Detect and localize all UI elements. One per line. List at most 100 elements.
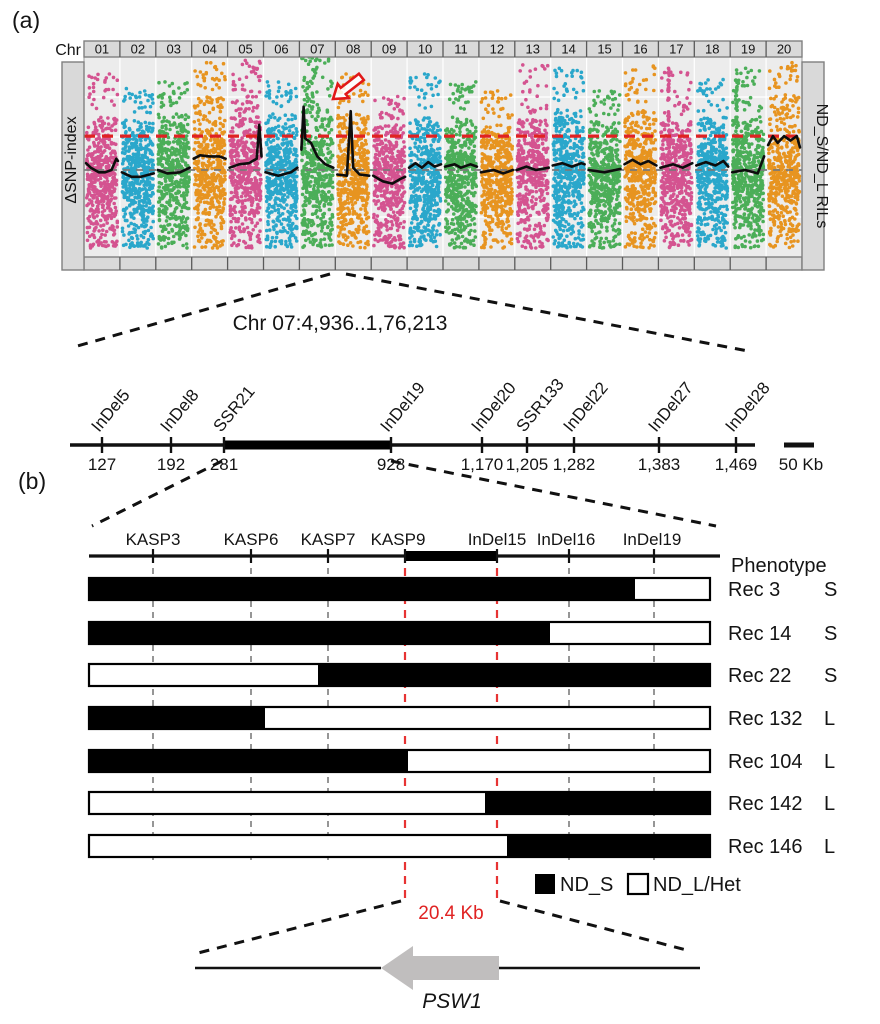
genotype-segment-ND_L — [265, 707, 710, 729]
trend-line-chr-05 — [228, 123, 263, 169]
chromosome-strip-label: 10 — [418, 42, 432, 57]
map-marker-position: 1,383 — [638, 455, 681, 474]
row-name: Rec 146 — [728, 836, 803, 858]
row-border — [87, 662, 712, 688]
snp-index-plot: 01 02 03 04 05 06 07 08 09 10 11 12 13 14 15 16 17 18 19 20 — [61, 40, 825, 271]
snp-points-chr-17 — [659, 66, 694, 250]
recombinant-row: Rec 104 L — [87, 748, 835, 774]
snp-points-chr-03 — [156, 80, 191, 250]
genotype-segment-ND_S — [485, 792, 710, 814]
recombinant-row: Rec 3 S — [87, 576, 837, 602]
legend-swatch-nd-s — [535, 874, 555, 894]
recombinant-row: Rec 142 L — [87, 790, 835, 816]
genotype-segment-ND_S — [507, 835, 710, 857]
right-axis-strip — [801, 61, 825, 271]
genotype-segment-ND_L — [89, 664, 318, 686]
legend-swatch-nd-l — [626, 872, 650, 896]
map-marker-position: 127 — [88, 455, 116, 474]
chr-axis-title: Chr — [55, 42, 81, 59]
row-phenotype: L — [824, 708, 835, 730]
trend-line-chr-20 — [766, 134, 802, 149]
trend-line-chr-18 — [694, 159, 730, 168]
b-marker-label: InDel15 — [468, 530, 527, 549]
chromosome-strip-label: 11 — [454, 42, 468, 57]
trend-line-chr-11 — [443, 163, 479, 169]
recombinant-row: Rec 146 L — [87, 833, 835, 859]
row-phenotype: S — [824, 665, 837, 687]
gene-name: PSW1 — [422, 990, 482, 1013]
map-marker-position: 1,469 — [715, 455, 758, 474]
gene-model: PSW1 — [195, 946, 700, 1013]
trend-line-chr-14 — [551, 161, 586, 168]
row-name: Rec 14 — [728, 623, 791, 645]
snp-points-chr-11 — [443, 80, 479, 250]
right-axis-label: ND_S/ND_L RILs — [813, 104, 830, 229]
trend-line-chr-03 — [156, 166, 191, 175]
trend-line-chr-12 — [479, 168, 515, 175]
trend-line-chr-15 — [587, 167, 622, 174]
trend-line-chr-13 — [515, 165, 551, 172]
b-marker-label: InDel19 — [623, 530, 682, 549]
left-axis-strip — [61, 61, 85, 271]
snp-points-chr-01 — [85, 72, 120, 250]
row-phenotype: L — [824, 751, 835, 773]
trend-line-chr-06 — [264, 166, 299, 177]
region-marker-map: InDel5 127 InDel8 192 SSR21 281 InDel19 928 InDe… — [70, 375, 823, 474]
trend-line-chr-17 — [659, 161, 694, 169]
chromosome-strip-label: 16 — [633, 42, 647, 57]
snp-points-chr-14 — [551, 66, 586, 250]
trend-line-chr-10 — [407, 160, 443, 169]
trend-line-chr-04 — [192, 154, 227, 160]
trend-line-chr-09 — [371, 174, 407, 185]
b-marker-label: KASP6 — [224, 530, 279, 549]
panel-a-label: (a) — [12, 7, 40, 33]
genotype-segment-ND_S — [318, 664, 710, 686]
chromosome-strip-label: 19 — [741, 42, 755, 57]
b-highlight-segment — [405, 551, 497, 561]
connector-a-map-right — [345, 272, 749, 353]
connector-map-b-left — [91, 459, 223, 528]
chromosome-strip-label: 14 — [561, 42, 575, 57]
chromosome-strip-label: 03 — [167, 42, 181, 57]
snp-points-chr-12 — [479, 89, 515, 250]
map-marker-position: 1,170 — [461, 455, 504, 474]
map-marker-position: 928 — [377, 455, 405, 474]
map-marker-label: SSR133 — [513, 375, 568, 436]
legend-label-nd-l: ND_L/Het — [653, 874, 741, 896]
chromosome-strip-label: 17 — [669, 42, 683, 57]
gene-arrow-left-icon — [381, 946, 499, 990]
map-marker-label: InDel27 — [645, 378, 697, 435]
chromosome-strip-label: 13 — [526, 42, 540, 57]
map-marker-label: InDel20 — [468, 378, 520, 435]
row-phenotype: S — [824, 623, 837, 645]
snp-points-chr-07 — [300, 55, 335, 249]
genotype-segment-ND_S — [89, 750, 408, 772]
row-name: Rec 22 — [728, 665, 791, 687]
genotype-segment-ND_S — [89, 578, 635, 600]
region-title: Chr 07:4,936..1,76,213 — [233, 312, 448, 335]
chromosome-strip-label: 20 — [777, 42, 791, 57]
map-marker-label: InDel19 — [377, 378, 429, 435]
trend-line-chr-01 — [84, 157, 120, 174]
panel-b-label: (b) — [18, 468, 46, 494]
trend-line-chr-19 — [730, 155, 766, 175]
b-marker-label: InDel16 — [537, 530, 596, 549]
genotype-segment-ND_L — [89, 835, 507, 857]
connector-a-map-left — [73, 272, 331, 349]
chromosome-strip-label: 09 — [382, 42, 396, 57]
chromosome-strip-label: 04 — [202, 42, 216, 57]
row-border — [87, 748, 712, 774]
row-name: Rec 132 — [728, 708, 803, 730]
recombinant-row: Rec 22 S — [87, 662, 837, 688]
chromosome-strip-label: 18 — [705, 42, 719, 57]
chromosome-strip-label: 08 — [346, 42, 360, 57]
b-marker-label: KASP7 — [301, 530, 356, 549]
genotype-segment-ND_S — [89, 622, 550, 644]
chromosome-strip-label: 02 — [131, 42, 145, 57]
row-name: Rec 3 — [728, 579, 780, 601]
snp-points-chr-10 — [407, 72, 443, 249]
map-marker-position: 281 — [210, 455, 238, 474]
map-highlight-segment — [224, 440, 391, 450]
chromosome-strip-label: 05 — [238, 42, 252, 57]
